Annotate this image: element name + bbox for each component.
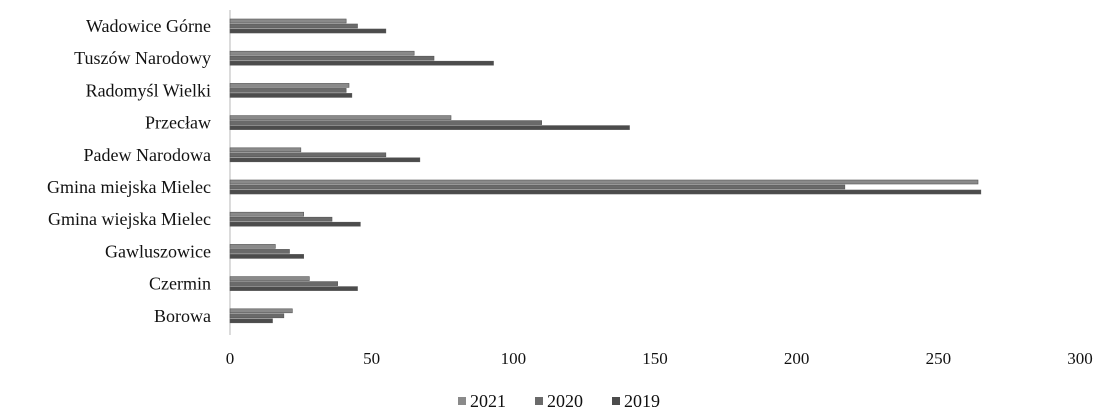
category-labels: Borowa Czermin Gawluszowice Gmina wiejska M… <box>47 16 211 326</box>
bar-2020-0 <box>229 313 285 319</box>
bar-2019-3 <box>229 221 361 227</box>
category-label: Gmina wiejska Mielec <box>48 209 211 229</box>
bar-2021-8 <box>229 50 415 56</box>
category-label: Radomyśl Wielki <box>86 80 211 100</box>
legend-label: 2020 <box>547 391 583 411</box>
legend-label: 2019 <box>624 391 660 411</box>
bar-2021-1 <box>229 276 310 281</box>
category-label: Padew Narodowa <box>84 145 211 165</box>
x-tick-label: 250 <box>926 349 952 368</box>
x-tick-label: 300 <box>1067 349 1093 368</box>
legend-swatch <box>612 397 620 405</box>
category-label: Czermin <box>149 274 211 294</box>
legend-swatch <box>458 397 466 405</box>
bar-2019-8 <box>229 60 494 66</box>
bar-2020-7 <box>229 88 347 93</box>
bar-2021-7 <box>229 83 350 88</box>
bar-2020-6 <box>229 120 542 125</box>
bar-2019-0 <box>229 318 273 324</box>
bar-2021-4 <box>229 179 979 185</box>
bar-2019-4 <box>229 189 982 195</box>
bar-2019-5 <box>229 157 421 163</box>
bar-2019-2 <box>229 254 304 259</box>
bar-2020-8 <box>229 55 435 61</box>
category-label: Gmina miejska Mielec <box>47 177 211 197</box>
category-label: Tuszów Narodowy <box>74 48 211 68</box>
bar-2019-7 <box>229 93 353 98</box>
category-label: Borowa <box>154 306 211 326</box>
bar-2021-9 <box>229 18 347 24</box>
bar-2020-5 <box>229 152 387 158</box>
bar-2021-5 <box>229 147 302 153</box>
x-tick-label: 0 <box>226 349 235 368</box>
bar-2020-9 <box>229 23 358 29</box>
legend: 2021 2020 2019 <box>458 391 660 411</box>
legend-label: 2021 <box>470 391 506 411</box>
x-tick-label: 150 <box>642 349 668 368</box>
bar-2020-4 <box>229 184 846 190</box>
bar-2021-0 <box>229 308 293 314</box>
bar-2021-3 <box>229 211 304 217</box>
bar-2021-2 <box>229 244 276 249</box>
bar-2020-3 <box>229 216 333 222</box>
category-label: Przecław <box>145 113 211 133</box>
bar-2020-1 <box>229 281 338 286</box>
bars <box>229 18 982 324</box>
category-label: Gawluszowice <box>105 241 211 261</box>
bar-2019-9 <box>229 28 387 34</box>
bar-2020-2 <box>229 249 290 254</box>
bar-2021-6 <box>229 115 452 120</box>
x-tick-label: 100 <box>501 349 527 368</box>
x-tick-labels: 0 50 100 150 200 250 300 <box>226 349 1093 368</box>
category-label: Wadowice Górne <box>86 16 211 36</box>
bar-2019-1 <box>229 286 358 291</box>
x-tick-label: 200 <box>784 349 810 368</box>
legend-swatch <box>535 397 543 405</box>
bar-2019-6 <box>229 125 630 130</box>
x-tick-label: 50 <box>363 349 380 368</box>
